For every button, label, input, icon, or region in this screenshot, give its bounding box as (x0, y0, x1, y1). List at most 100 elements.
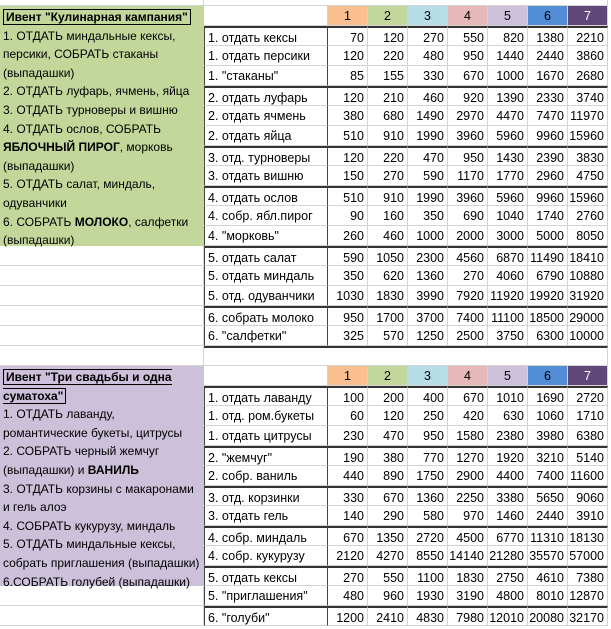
value-cell: 580 (408, 506, 448, 526)
value-cell: 4500 (448, 526, 488, 546)
value-cell: 11310 (528, 526, 568, 546)
value-cell: 460 (368, 226, 408, 246)
value-cell: 12870 (568, 586, 608, 606)
value-cell: 120 (328, 86, 368, 106)
level-header: 6 (528, 366, 568, 386)
value-cell: 9960 (528, 126, 568, 146)
value-cell: 90 (328, 206, 368, 226)
row-label: 2. отдать ячмень (204, 106, 328, 126)
item-text: , салфетки (выпадашки) (3, 214, 189, 248)
value-cell: 1580 (448, 426, 488, 446)
value-cell: 1360 (408, 486, 448, 506)
value-cell: 330 (328, 486, 368, 506)
event-description: Ивент "Три свадьбы и одна суматоха" 1. ОТ… (0, 366, 204, 589)
level-header: 3 (408, 6, 448, 26)
value-cell: 220 (368, 46, 408, 66)
value-cell: 325 (328, 326, 368, 346)
value-cell: 155 (368, 66, 408, 86)
item-text: 1. ОТДАТЬ миндальные кексы, персики, СОБ… (3, 28, 176, 80)
row-label: 1. отдать цитрусы (204, 426, 328, 446)
value-cell: 550 (368, 566, 408, 586)
value-cell: 5650 (528, 486, 568, 506)
value-cell: 29000 (568, 306, 608, 326)
value-cell: 20080 (528, 606, 568, 626)
value-cell: 2970 (448, 106, 488, 126)
row-label: 4. собр. ябл.пирог (204, 206, 328, 226)
value-cell: 57000 (568, 546, 608, 566)
value-cell: 12010 (488, 606, 528, 626)
item-text: 2. СОБРАТЬ черный жемчуг (выпадашки) и (3, 444, 160, 477)
header-blank (204, 366, 328, 386)
event-item: 5. ОТДАТЬ миндальные кексы, собрать приг… (3, 535, 200, 572)
value-cell: 420 (448, 406, 488, 426)
value-cell: 7400 (528, 466, 568, 486)
value-cell: 11920 (488, 286, 528, 306)
value-cell: 470 (368, 426, 408, 446)
value-cell: 2330 (528, 86, 568, 106)
value-cell: 620 (368, 266, 408, 286)
event-item: 4. СОБРАТЬ кукурузу, миндаль (3, 517, 200, 536)
value-cell: 1430 (488, 146, 528, 166)
value-cell: 270 (408, 26, 448, 46)
row-label: 3. отдать вишню (204, 166, 328, 186)
value-cell: 380 (368, 446, 408, 466)
value-cell: 1030 (328, 286, 368, 306)
value-cell: 2750 (488, 566, 528, 586)
value-cell: 15960 (568, 186, 608, 206)
value-cell: 920 (448, 86, 488, 106)
row-label: 1. отд. ром.букеты (204, 406, 328, 426)
value-cell: 6770 (488, 526, 528, 546)
value-cell: 4800 (488, 586, 528, 606)
value-cell: 290 (368, 506, 408, 526)
value-cell: 2720 (568, 386, 608, 406)
value-cell: 270 (328, 566, 368, 586)
value-cell: 1360 (408, 266, 448, 286)
value-cell: 1200 (328, 606, 368, 626)
value-cell: 4470 (488, 106, 528, 126)
value-cell: 5140 (568, 446, 608, 466)
value-cell: 19920 (528, 286, 568, 306)
item-text: 3. ОТДАТЬ корзины с макаронами и гель ал… (3, 481, 194, 515)
row-label: 5. "приглашения" (204, 586, 328, 606)
value-cell: 1770 (488, 166, 528, 186)
value-cell: 1040 (488, 206, 528, 226)
row-label: 5. отд. одуванчики (204, 286, 328, 306)
value-cell: 1440 (488, 46, 528, 66)
row-label: 6. "салфетки" (204, 326, 328, 346)
value-cell: 1460 (488, 506, 528, 526)
row-label: 4. собр. кукурузу (204, 546, 328, 566)
event-item: 3. ОТДАТЬ турноверы и вишню (3, 101, 200, 120)
level-header: 4 (448, 6, 488, 26)
value-cell: 3380 (488, 486, 528, 506)
row-label: 2. отдать яйца (204, 126, 328, 146)
value-cell: 1350 (368, 526, 408, 546)
header-blank (204, 6, 328, 26)
value-cell: 120 (328, 46, 368, 66)
value-cell: 2500 (448, 326, 488, 346)
value-cell: 3980 (528, 426, 568, 446)
level-header: 1 (328, 366, 368, 386)
value-cell: 160 (368, 206, 408, 226)
value-cell: 7980 (448, 606, 488, 626)
value-cell: 2900 (448, 466, 488, 486)
value-cell: 4270 (368, 546, 408, 566)
grid-cell (0, 326, 204, 346)
value-cell: 140 (328, 506, 368, 526)
value-cell: 150 (328, 166, 368, 186)
event-item: 2. ОТДАТЬ луфарь, ячмень, яйца (3, 82, 200, 101)
item-text: 4. ОТДАТЬ ослов, СОБРАТЬ (3, 121, 161, 136)
row-label: 1. отдать персики (204, 46, 328, 66)
value-cell: 120 (328, 146, 368, 166)
value-cell: 3860 (568, 46, 608, 66)
level-header: 7 (568, 6, 608, 26)
value-cell: 18130 (568, 526, 608, 546)
level-header: 6 (528, 6, 568, 26)
value-cell: 590 (408, 166, 448, 186)
level-header: 4 (448, 366, 488, 386)
value-cell: 510 (328, 126, 368, 146)
row-label: 6. "голуби" (204, 606, 328, 626)
value-cell: 1060 (528, 406, 568, 426)
value-cell: 1270 (448, 446, 488, 466)
value-cell: 1830 (448, 566, 488, 586)
level-header: 2 (368, 366, 408, 386)
